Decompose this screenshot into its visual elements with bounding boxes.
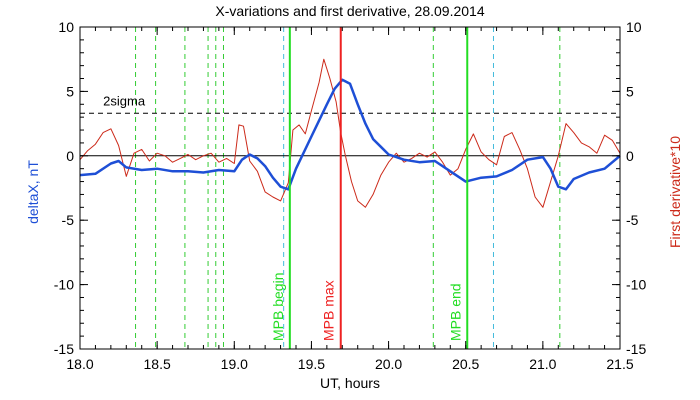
chart-title: X-variations and first derivative, 28.09… bbox=[215, 3, 484, 19]
marker-label-1: MPB max bbox=[321, 280, 337, 341]
x-tick-label-1: 18.5 bbox=[144, 356, 171, 372]
x-tick-label-5: 20.5 bbox=[452, 356, 479, 372]
threshold-label: 2sigma bbox=[103, 93, 146, 108]
y-tick-label-right-1: -10 bbox=[626, 277, 646, 293]
y-tick-label-left-2: -5 bbox=[62, 212, 75, 228]
plot-frame bbox=[79, 26, 621, 350]
y-tick-label-left-0: -15 bbox=[54, 341, 74, 357]
y-tick-label-right-5: 10 bbox=[626, 19, 642, 35]
x-tick-label-0: 18.0 bbox=[66, 356, 93, 372]
mpb-markers: MPB begin MPB max MPB end bbox=[270, 27, 469, 349]
y-tick-label-right-2: -5 bbox=[626, 212, 639, 228]
x-axis-label: UT, hours bbox=[320, 375, 380, 391]
x-tick-label-7: 21.5 bbox=[606, 356, 633, 372]
y-axis-label-right: First derivative*10 bbox=[667, 136, 683, 248]
x-tick-label-2: 19.0 bbox=[221, 356, 248, 372]
x-tick-label-3: 19.5 bbox=[298, 356, 325, 372]
y-tick-label-left-1: -10 bbox=[54, 277, 74, 293]
y-tick-label-left-4: 5 bbox=[66, 83, 74, 99]
x-tick-label-4: 20.0 bbox=[375, 356, 402, 372]
y-axis-label-left: deltaX, nT bbox=[25, 160, 41, 224]
marker-label-2: MPB end bbox=[447, 283, 463, 341]
y-tick-label-left-3: 0 bbox=[66, 148, 74, 164]
y-tick-label-right-0: -15 bbox=[626, 341, 646, 357]
y-tick-label-right-4: 5 bbox=[626, 83, 634, 99]
marker-label-0: MPB begin bbox=[270, 273, 286, 341]
series-line-deltax bbox=[79, 78, 621, 191]
horizontal-reference-lines bbox=[80, 112, 620, 157]
y-tick-label-left-5: 10 bbox=[58, 19, 74, 35]
axes: 18.0 18.5 19.0 19.5 20.0 20.5 21.0 21.5-15 -15-1… bbox=[54, 19, 647, 372]
y-tick-label-right-3: 0 bbox=[626, 148, 634, 164]
x-tick-label-6: 21.0 bbox=[529, 356, 556, 372]
